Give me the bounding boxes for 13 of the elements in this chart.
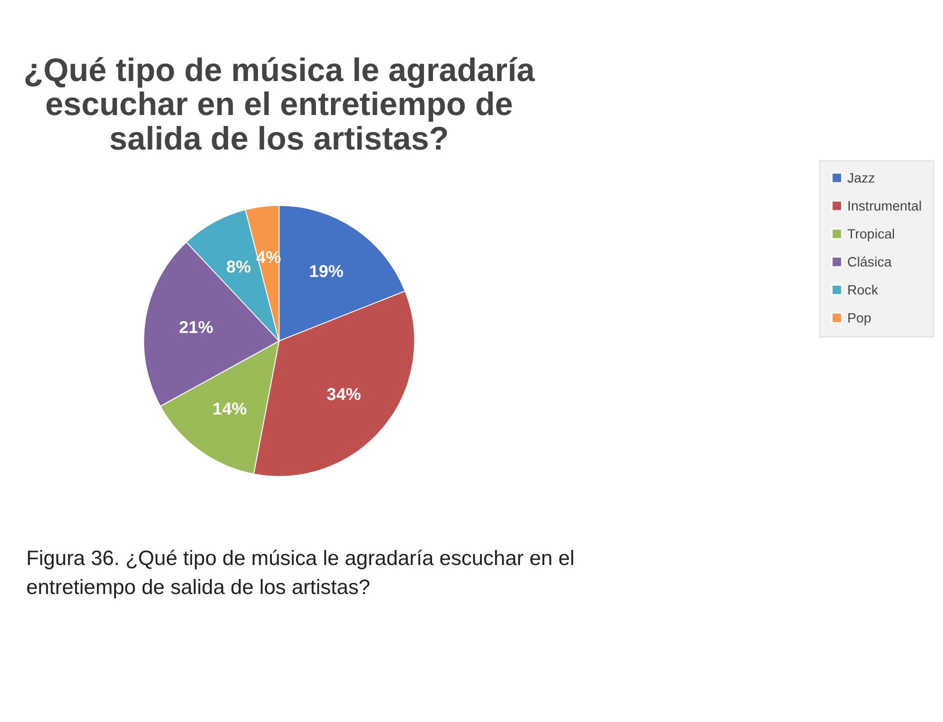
data-label: 19% [309, 260, 344, 281]
text: Figura 36. ¿Qué tipo de música le agradaría escuchar en el entretiempo de salida de los artistas? [26, 546, 574, 599]
data-label: 21% [178, 317, 214, 338]
legend-label: Rock [847, 282, 878, 298]
legend-label: Pop [847, 310, 872, 326]
legend-label: Instrumental [847, 198, 922, 214]
data-label: 8% [226, 256, 252, 277]
data-label: 34% [326, 384, 362, 404]
chart-title: ¿Qué tipo de música le agradaría escuchar en el entretiempo de salida de los artistas? [24, 52, 536, 156]
data-label: 14% [212, 398, 247, 418]
legend-label: Jazz [847, 170, 876, 186]
legend-label: Tropical [847, 226, 895, 242]
legend-label: Clásica [847, 254, 892, 270]
